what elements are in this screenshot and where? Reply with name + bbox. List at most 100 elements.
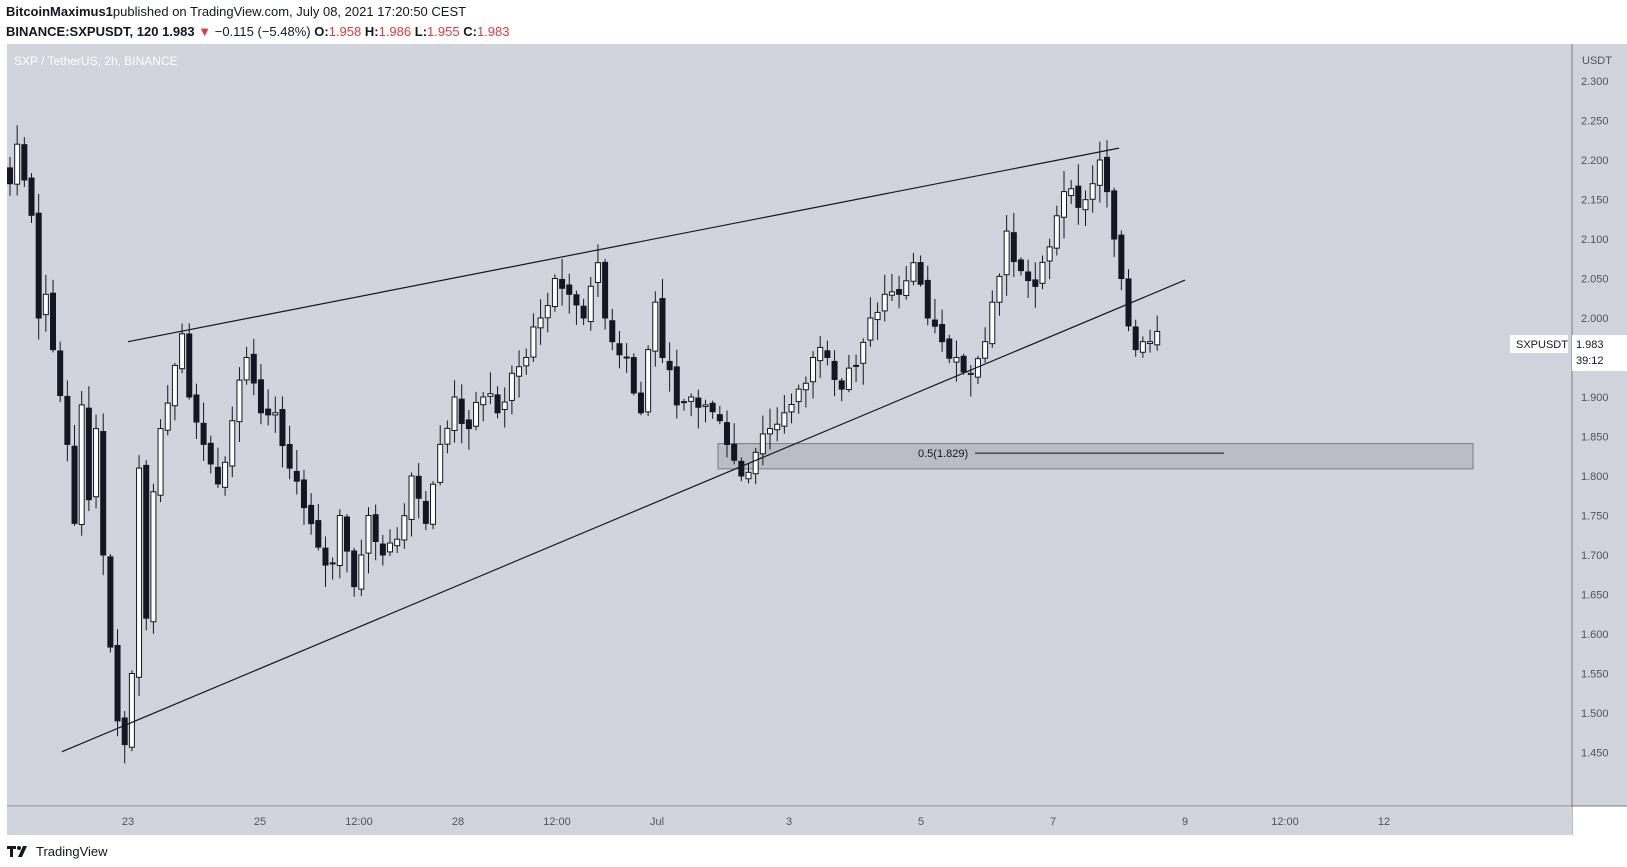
candle-body[interactable] [724,422,730,445]
candle-body[interactable] [71,445,78,524]
candle-body[interactable] [35,212,42,319]
candle-body[interactable] [229,420,236,467]
candle-body[interactable] [480,396,487,406]
candle-body[interactable] [853,364,860,367]
candle-body[interactable] [164,402,171,431]
candle-body[interactable] [1068,188,1075,197]
candle-body[interactable] [788,404,795,413]
candle-body[interactable] [1010,232,1017,263]
candle-body[interactable] [759,433,766,455]
candle-body[interactable] [28,177,35,216]
candle-body[interactable] [982,341,989,359]
candle-body[interactable] [1132,326,1139,351]
candle-body[interactable] [1060,191,1067,218]
candle-body[interactable] [573,294,580,306]
candle-body[interactable] [193,394,200,423]
candle-body[interactable] [637,392,644,414]
candle-body[interactable] [64,395,71,445]
candle-body[interactable] [1096,159,1103,186]
candle-body[interactable] [931,319,938,327]
candle-body[interactable] [315,520,322,548]
candle-body[interactable] [1139,341,1146,353]
candle-body[interactable] [709,402,716,413]
candle-body[interactable] [544,305,551,319]
candle-body[interactable] [551,278,558,308]
candle-body[interactable] [272,412,279,416]
candle-body[interactable] [430,483,437,525]
candle-body[interactable] [903,280,910,297]
candle-body[interactable] [372,514,379,543]
candle-body[interactable] [207,442,214,465]
candle-body[interactable] [1025,271,1032,282]
candle-body[interactable] [953,357,960,363]
candle-body[interactable] [408,475,415,520]
candle-body[interactable] [874,311,881,321]
candle-body[interactable] [666,360,673,371]
candle-body[interactable] [100,431,107,556]
candle-body[interactable] [308,504,315,525]
candle-body[interactable] [343,516,350,552]
candle-body[interactable] [939,323,946,343]
candle-body[interactable] [587,285,594,323]
candle-body[interactable] [580,305,587,319]
candle-body[interactable] [487,393,494,397]
candle-body[interactable] [451,396,458,431]
candle-body[interactable] [802,382,809,391]
candle-body[interactable] [1075,185,1082,208]
candle-body[interactable] [387,542,394,553]
candle-body[interactable] [85,407,92,501]
candle-body[interactable] [508,372,515,401]
candle-body[interactable] [609,320,616,343]
wedge-upper-trendline[interactable] [127,147,1120,343]
candle-body[interactable] [243,357,250,381]
candle-body[interactable] [530,326,537,358]
candle-body[interactable] [1118,234,1125,279]
candle-body[interactable] [365,515,372,554]
candle-body[interactable] [286,443,293,469]
wedge-lower-trendline[interactable] [61,279,1186,753]
candle-body[interactable] [673,366,680,406]
candle-body[interactable] [594,262,601,284]
candle-body[interactable] [379,543,386,556]
candle-body[interactable] [143,464,150,619]
candle-body[interactable] [42,293,49,316]
candle-body[interactable] [157,428,164,496]
candle-body[interactable] [810,357,817,383]
candle-body[interactable] [7,167,13,185]
fib-zone[interactable] [717,443,1474,470]
author-name[interactable]: BitcoinMaximus1 [6,4,113,19]
candle-body[interactable] [781,412,788,427]
candle-body[interactable] [1053,215,1060,249]
candle-body[interactable] [559,278,566,289]
candle-body[interactable] [996,275,1003,303]
candle-body[interactable] [422,500,429,524]
candle-body[interactable] [516,366,523,377]
candle-body[interactable] [881,293,888,312]
candle-body[interactable] [1147,341,1154,344]
candle-body[interactable] [630,357,637,394]
candle-body[interactable] [1111,190,1118,240]
candle-body[interactable] [910,262,917,282]
candle-body[interactable] [300,479,307,509]
candle-body[interactable] [838,380,845,390]
candle-body[interactable] [738,460,745,477]
candle-body[interactable] [128,673,135,748]
candle-body[interactable] [767,428,774,435]
candle-body[interactable] [731,443,738,461]
candle-body[interactable] [1032,279,1039,287]
candle-body[interactable] [358,554,365,590]
candle-body[interactable] [1104,156,1111,193]
candle-body[interactable] [415,475,422,499]
candle-body[interactable] [917,262,924,285]
candle-body[interactable] [250,353,257,384]
candle-body[interactable] [702,404,709,408]
candle-body[interactable] [336,515,343,567]
candle-body[interactable] [537,317,544,329]
candle-body[interactable] [114,644,121,722]
candle-body[interactable] [179,333,186,370]
plot-area[interactable] [7,44,1572,806]
candle-body[interactable] [960,355,967,373]
tradingview-logo-icon[interactable] [6,844,32,858]
candle-body[interactable] [602,261,609,319]
